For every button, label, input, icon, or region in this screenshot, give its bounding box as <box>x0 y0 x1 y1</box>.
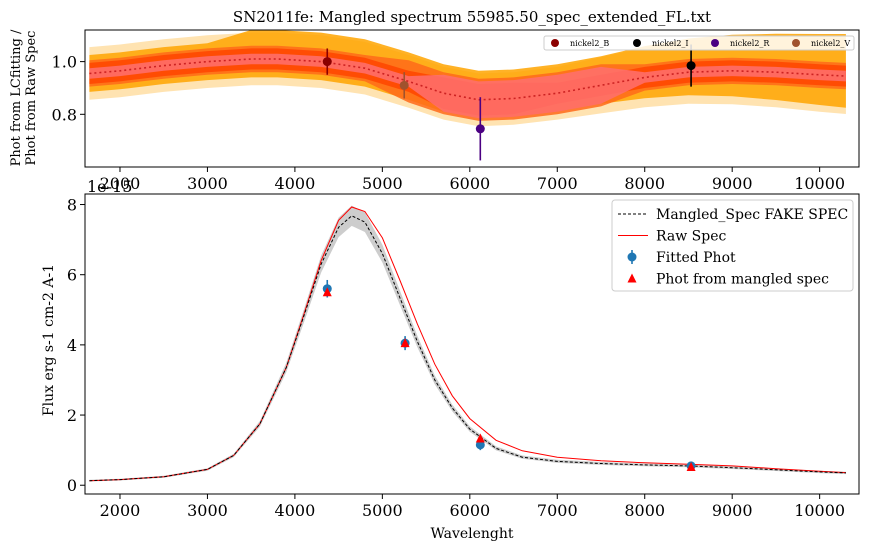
legend-label: nickel2_I <box>652 39 689 48</box>
legend-label: Raw Spec <box>656 229 726 245</box>
ratio-point-nickel2_I <box>686 44 696 87</box>
mangled-spec-line <box>89 215 846 482</box>
legend-marker <box>633 39 641 47</box>
x-tick-label: 4000 <box>275 174 316 193</box>
legend-label: Mangled_Spec FAKE SPEC <box>656 207 848 223</box>
y-tick-label: 8 <box>67 196 77 215</box>
x-tick-label: 7000 <box>537 174 578 193</box>
uncertainty-bands <box>89 30 846 127</box>
y-axis-label-line2: Phot from Raw Spec <box>24 31 39 166</box>
x-tick-label: 6000 <box>449 174 490 193</box>
bottom-legend-entry: Mangled_Spec FAKE SPEC <box>618 207 848 223</box>
ratio-point-nickel2_V <box>399 72 409 99</box>
x-tick-label: 10000 <box>794 174 845 193</box>
x-tick-label: 4000 <box>275 501 316 520</box>
x-tick-label: 8000 <box>624 501 665 520</box>
top-legend: nickel2_B nickel2_I nickel2_R nickel2_V <box>543 35 855 51</box>
top-legend-entry: nickel2_I <box>633 39 689 48</box>
x-tick-label: 6000 <box>449 501 490 520</box>
ratio-curve <box>89 58 846 101</box>
x-tick-label: 2000 <box>100 501 141 520</box>
spectrum-lines <box>89 206 846 482</box>
uncertainty-band <box>89 53 846 119</box>
x-tick-label: 2000 <box>100 174 141 193</box>
bottom-legend-entry: Fitted Phot <box>627 250 736 266</box>
top-legend-entry: nickel2_B <box>551 39 609 48</box>
top-x-ticks: 2000 3000 4000 5000 6000 7000 8000 9000 10000 <box>100 167 845 193</box>
mangled-phot-point <box>475 433 485 443</box>
mangled-uncertainty-band <box>89 205 846 482</box>
legend-marker <box>711 39 719 47</box>
y-tick-label: 1.0 <box>52 53 77 72</box>
raw-spec-line <box>89 206 846 482</box>
offset-label: 1e-15 <box>87 177 132 196</box>
bottom-x-ticks: 2000 3000 4000 5000 6000 7000 8000 9000 10000 <box>100 494 845 520</box>
bottom-legend-entry: Phot from mangled spec <box>627 272 829 288</box>
mangled-phot-point <box>686 461 696 471</box>
x-tick-label: 9000 <box>712 501 753 520</box>
mangled-phot-point <box>322 287 332 297</box>
phot-points <box>322 279 696 471</box>
legend-label: nickel2_R <box>730 39 770 48</box>
chart-title: SN2011fe: Mangled spectrum 55985.50_spec… <box>233 8 711 26</box>
legend-marker <box>792 39 800 47</box>
ratio-panel: SN2011fe: Mangled spectrum 55985.50_spec… <box>9 8 860 193</box>
legend-label: Phot from mangled spec <box>656 272 829 288</box>
legend-label: nickel2_B <box>570 39 609 48</box>
bottom-y-ticks: 0 2 4 6 8 <box>67 196 85 495</box>
x-tick-label: 3000 <box>187 501 228 520</box>
y-tick-label: 0 <box>67 476 77 495</box>
top-legend-entry: nickel2_V <box>792 39 850 48</box>
bottom-legend: Mangled_Spec FAKE SPEC Raw Spec Fitted Pho… <box>611 199 854 292</box>
legend-marker <box>551 39 559 47</box>
ratio-point-nickel2_R <box>475 97 485 161</box>
mangled-band <box>89 205 846 482</box>
legend-label: Fitted Phot <box>656 250 736 266</box>
bottom-plot-frame <box>84 193 860 495</box>
x-tick-label: 3000 <box>187 174 228 193</box>
y-axis-label-line1: Phot from LCfitting / <box>9 29 24 166</box>
top-legend-entry: nickel2_R <box>711 39 770 48</box>
bottom-legend-entry: Raw Spec <box>618 229 726 245</box>
x-axis-label: Wavelenght <box>430 526 513 542</box>
y-tick-label: 4 <box>67 336 77 355</box>
top-y-ticks: 0.8 1.0 <box>52 53 85 124</box>
x-tick-label: 9000 <box>712 174 753 193</box>
y-tick-label: 0.8 <box>52 105 77 124</box>
y-axis-label: Flux erg s-1 cm-2 A-1 <box>41 264 57 416</box>
ratio-point-nickel2_B <box>322 48 332 75</box>
ratio-points <box>322 44 696 161</box>
x-tick-label: 5000 <box>362 501 403 520</box>
top-plot-frame <box>84 29 860 168</box>
x-tick-label: 7000 <box>537 501 578 520</box>
x-tick-label: 8000 <box>624 174 665 193</box>
mangled-phot-point <box>400 338 410 348</box>
x-tick-label: 10000 <box>794 501 845 520</box>
legend-marker <box>627 273 637 283</box>
y-tick-label: 6 <box>67 266 77 285</box>
spectrum-panel: 1e-15 Flux erg s-1 cm-2 A-1 Wavelenght 2… <box>41 177 860 542</box>
x-tick-label: 5000 <box>362 174 403 193</box>
y-tick-label: 2 <box>67 406 77 425</box>
ratio-line <box>89 58 846 101</box>
legend-label: nickel2_V <box>811 39 850 48</box>
